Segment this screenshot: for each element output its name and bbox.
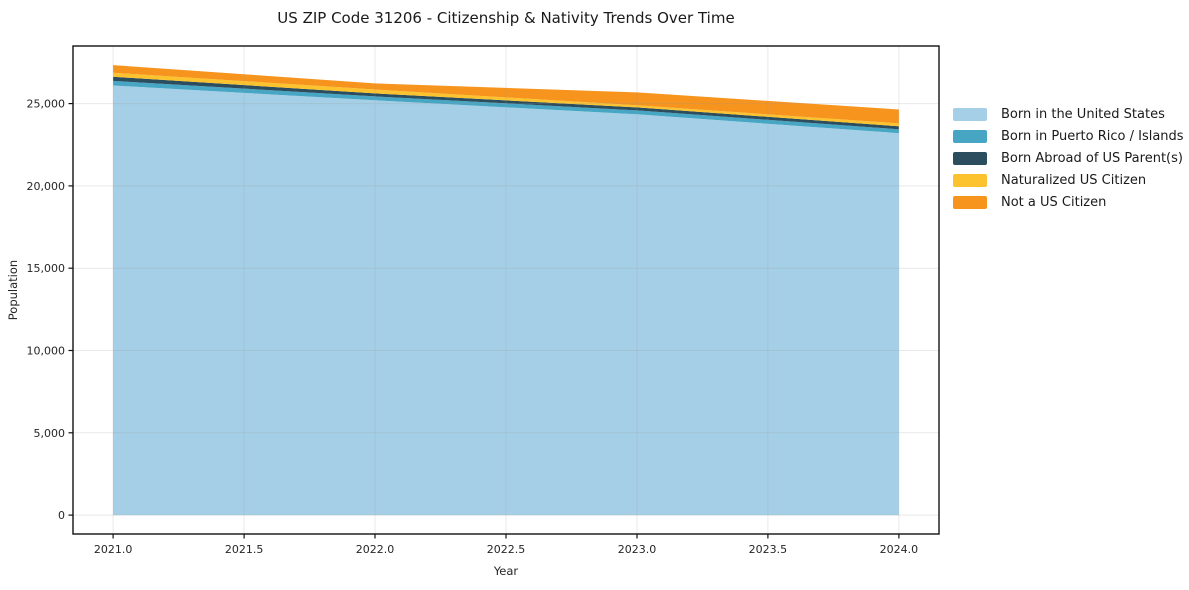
area-series-3 xyxy=(113,72,899,127)
legend-item: Born in the United States xyxy=(953,106,1184,122)
legend-swatch xyxy=(953,173,987,187)
x-tick-label: 2021.0 xyxy=(94,543,133,556)
legend-label: Not a US Citizen xyxy=(1001,194,1107,210)
x-tick-label: 2021.5 xyxy=(225,543,264,556)
area-series-1 xyxy=(113,80,899,134)
y-tick-label: 20,000 xyxy=(27,180,66,193)
legend-label: Born in Puerto Rico / Islands xyxy=(1001,128,1184,144)
y-tick-label: 0 xyxy=(58,509,65,522)
y-tick-label: 25,000 xyxy=(27,98,66,111)
x-tick-label: 2023.5 xyxy=(749,543,788,556)
y-tick-label: 15,000 xyxy=(27,262,66,275)
legend-label: Born in the United States xyxy=(1001,106,1165,122)
area-series-2 xyxy=(113,76,899,130)
area-series-0 xyxy=(113,85,899,516)
y-axis-label: Population xyxy=(6,259,20,321)
legend-item: Not a US Citizen xyxy=(953,194,1184,210)
area-series-group xyxy=(113,65,899,516)
legend-swatch xyxy=(953,107,987,121)
x-axis-ticks: 2021.0 2021.5 2022.0 2022.5 2023.0 2023.5 2024… xyxy=(94,534,918,556)
legend-swatch xyxy=(953,151,987,165)
legend-item: Born Abroad of US Parent(s) xyxy=(953,150,1184,166)
legend: Born in the United States Born in Puerto … xyxy=(953,107,1184,217)
legend-item: Naturalized US Citizen xyxy=(953,172,1184,188)
legend-swatch xyxy=(953,129,987,143)
chart-title: US ZIP Code 31206 - Citizenship & Nativi… xyxy=(277,9,735,27)
legend-label: Born Abroad of US Parent(s) xyxy=(1001,150,1183,166)
x-tick-label: 2023.0 xyxy=(618,543,657,556)
x-tick-label: 2022.0 xyxy=(356,543,395,556)
legend-label: Naturalized US Citizen xyxy=(1001,172,1147,188)
legend-swatch xyxy=(953,195,987,209)
x-tick-label: 2024.0 xyxy=(880,543,919,556)
gridlines xyxy=(73,46,939,534)
y-axis-ticks: 0 5,000 10,000 15,000 20,000 25,000 xyxy=(27,98,73,522)
area-series-4 xyxy=(113,65,899,124)
legend-item: Born in Puerto Rico / Islands xyxy=(953,128,1184,144)
x-tick-label: 2022.5 xyxy=(487,543,526,556)
y-tick-label: 10,000 xyxy=(27,345,66,358)
y-tick-label: 5,000 xyxy=(34,427,66,440)
x-axis-label: Year xyxy=(493,564,519,578)
